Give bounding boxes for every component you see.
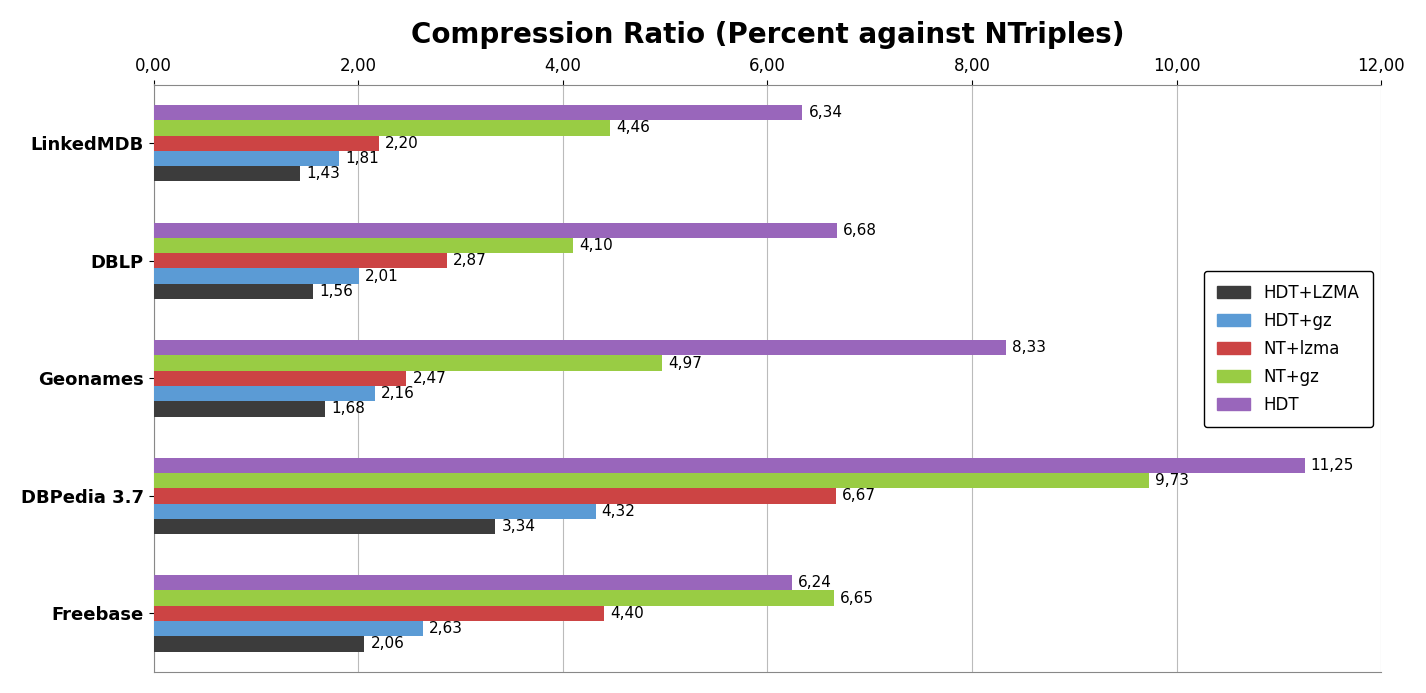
Text: 2,06: 2,06 (371, 636, 405, 651)
Bar (154, 371, 406, 386)
Text: 1,43: 1,43 (307, 166, 339, 182)
Bar (154, 136, 379, 151)
Text: 6,24: 6,24 (799, 575, 831, 590)
Bar (154, 121, 610, 136)
Text: 1,56: 1,56 (319, 284, 354, 299)
Bar (154, 105, 803, 121)
Text: 8,33: 8,33 (1012, 340, 1047, 356)
Text: 2,63: 2,63 (429, 621, 463, 636)
Text: 4,32: 4,32 (602, 504, 636, 518)
Text: 4,40: 4,40 (610, 606, 643, 621)
Bar (154, 489, 836, 504)
Bar (154, 253, 448, 268)
Text: 2,87: 2,87 (453, 254, 488, 268)
Text: 3,34: 3,34 (502, 519, 535, 534)
Bar (154, 283, 314, 299)
Text: 2,16: 2,16 (381, 386, 415, 401)
Text: 4,97: 4,97 (669, 356, 702, 371)
Bar (154, 166, 299, 182)
Text: 2,20: 2,20 (385, 136, 419, 151)
Bar (154, 606, 603, 621)
Bar (154, 575, 791, 590)
Bar (154, 268, 359, 283)
Text: 6,34: 6,34 (809, 105, 843, 120)
Text: 4,46: 4,46 (616, 121, 650, 136)
Text: 1,81: 1,81 (345, 151, 379, 166)
Bar (154, 356, 662, 371)
Bar (154, 401, 325, 416)
Bar (154, 504, 596, 519)
Text: 6,65: 6,65 (840, 590, 874, 606)
Bar (154, 473, 1149, 489)
Bar (154, 636, 364, 651)
Bar (154, 222, 837, 238)
Text: 2,01: 2,01 (365, 269, 399, 283)
Bar (154, 590, 834, 606)
Bar (154, 621, 422, 636)
Text: 9,73: 9,73 (1155, 473, 1189, 488)
Bar (154, 151, 339, 166)
Text: 6,68: 6,68 (843, 222, 877, 238)
Bar (154, 457, 1305, 473)
Text: 1,68: 1,68 (332, 401, 365, 416)
Title: Compression Ratio (Percent against NTriples): Compression Ratio (Percent against NTrip… (411, 21, 1124, 49)
Text: 4,10: 4,10 (579, 238, 613, 253)
Bar (154, 386, 375, 401)
Legend: HDT+LZMA, HDT+gz, NT+lzma, NT+gz, HDT: HDT+LZMA, HDT+gz, NT+lzma, NT+gz, HDT (1204, 271, 1373, 428)
Bar (154, 519, 495, 534)
Bar (154, 340, 1005, 356)
Text: 11,25: 11,25 (1310, 458, 1355, 473)
Bar (154, 238, 573, 253)
Text: 2,47: 2,47 (412, 371, 446, 386)
Text: 6,67: 6,67 (843, 489, 876, 503)
